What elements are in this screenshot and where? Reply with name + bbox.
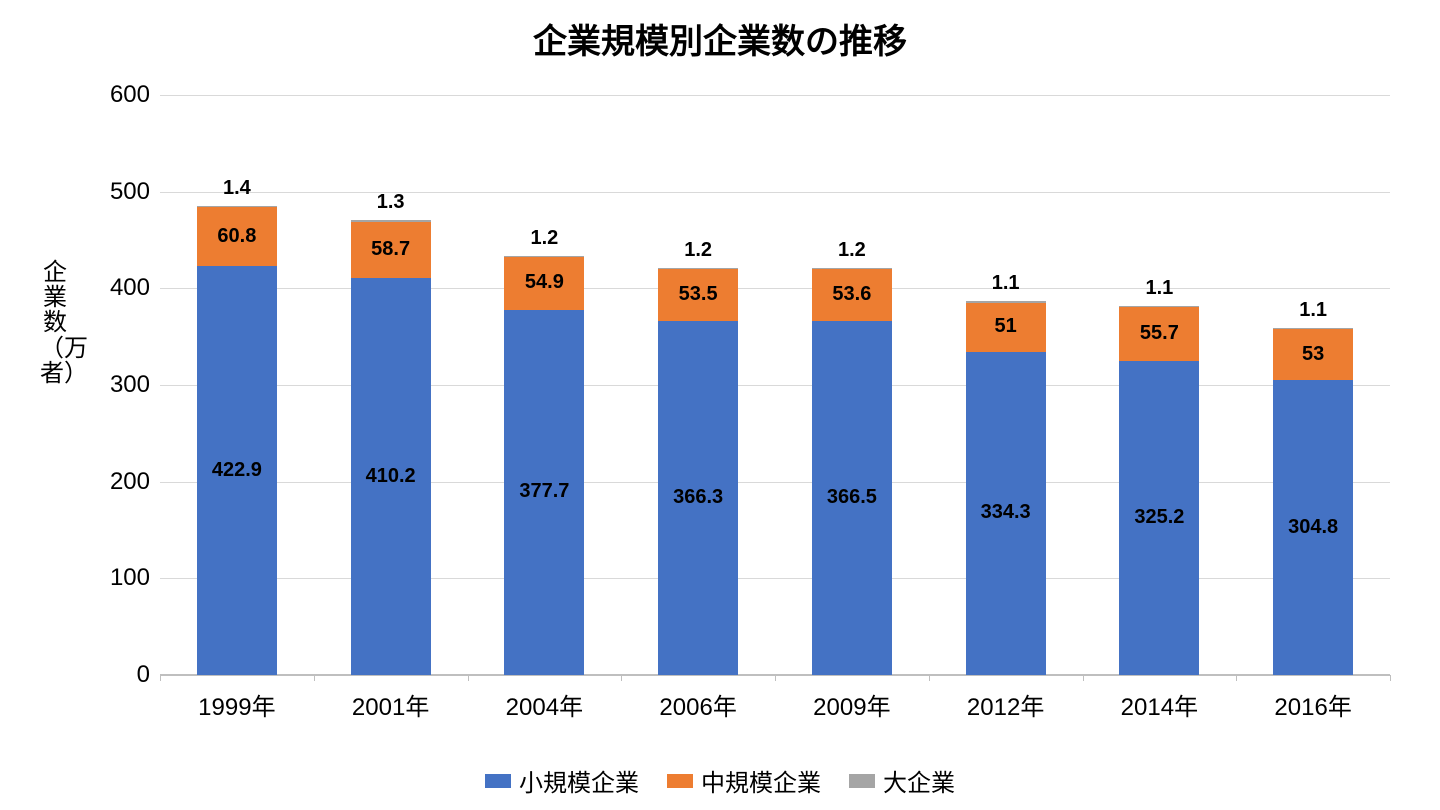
legend-item: 小規模企業 <box>485 763 639 798</box>
x-tick-label: 2012年 <box>967 687 1044 722</box>
data-label: 1.1 <box>992 272 1020 295</box>
bar-segment <box>197 206 277 207</box>
x-tick <box>1236 675 1237 681</box>
bar-segment <box>658 268 738 269</box>
x-tick-label: 2006年 <box>659 687 736 722</box>
data-label: 1.1 <box>1299 299 1327 322</box>
x-tick-label: 1999年 <box>198 687 275 722</box>
data-label: 53.6 <box>832 283 871 306</box>
data-label: 1.1 <box>1145 277 1173 300</box>
bar-stack: 377.754.91.2 <box>504 256 584 675</box>
data-label: 51 <box>994 315 1016 338</box>
legend-label: 小規模企業 <box>519 763 639 798</box>
data-label: 334.3 <box>981 501 1031 524</box>
data-label: 58.7 <box>371 238 410 261</box>
x-tick-label: 2001年 <box>352 687 429 722</box>
x-tick <box>160 675 161 681</box>
bar-segment <box>504 256 584 257</box>
bar-segment <box>966 301 1046 302</box>
data-label: 1.2 <box>838 239 866 262</box>
x-tick <box>1390 675 1391 681</box>
y-axis-title: 企業数（万者） <box>40 260 70 386</box>
bar-stack: 304.8531.1 <box>1273 328 1353 675</box>
bar-segment <box>1119 306 1199 307</box>
y-tick-label: 400 <box>90 274 150 302</box>
bar-stack: 366.553.61.2 <box>812 268 892 675</box>
data-label: 55.7 <box>1140 322 1179 345</box>
x-tick <box>468 675 469 681</box>
chart-container: 企業規模別企業数の推移 企業数（万者） 0100200300400500600 … <box>0 0 1440 810</box>
data-label: 1.2 <box>530 227 558 250</box>
bar-stack: 366.353.51.2 <box>658 268 738 675</box>
legend-swatch <box>667 774 693 788</box>
x-tick-label: 2014年 <box>1121 687 1198 722</box>
bar-segment <box>812 268 892 269</box>
data-label: 366.3 <box>673 486 723 509</box>
data-label: 325.2 <box>1134 506 1184 529</box>
bar-stack: 334.3511.1 <box>966 301 1046 675</box>
x-tick <box>621 675 622 681</box>
data-label: 304.8 <box>1288 516 1338 539</box>
x-tick-label: 2016年 <box>1274 687 1351 722</box>
y-tick-label: 0 <box>90 661 150 689</box>
bar-stack: 422.960.81.4 <box>197 206 277 675</box>
bar-segment <box>351 220 431 221</box>
y-tick-label: 100 <box>90 564 150 592</box>
x-tick <box>314 675 315 681</box>
plot-area: 422.9 60.8 1.4 410.2 58.7 1.3 377.7 54.9 1.2 366.… <box>160 95 1390 675</box>
data-label: 377.7 <box>519 480 569 503</box>
data-label: 54.9 <box>525 271 564 294</box>
data-label: 410.2 <box>366 465 416 488</box>
chart-title: 企業規模別企業数の推移 <box>0 14 1440 63</box>
legend-swatch <box>485 774 511 788</box>
data-label: 422.9 <box>212 459 262 482</box>
y-tick-label: 300 <box>90 371 150 399</box>
data-label: 1.3 <box>377 191 405 214</box>
legend-label: 大企業 <box>883 763 955 798</box>
data-label: 53.5 <box>679 283 718 306</box>
legend-swatch <box>849 774 875 788</box>
legend: 小規模企業 中規模企業 大企業 <box>0 763 1440 798</box>
data-label: 60.8 <box>217 225 256 248</box>
bar-segment <box>1273 328 1353 329</box>
bar-stack: 325.255.71.1 <box>1119 306 1199 675</box>
data-label: 1.4 <box>223 177 251 200</box>
x-tick-label: 2009年 <box>813 687 890 722</box>
data-label: 366.5 <box>827 486 877 509</box>
y-tick-label: 500 <box>90 178 150 206</box>
x-tick <box>775 675 776 681</box>
data-label: 1.2 <box>684 239 712 262</box>
x-tick <box>1083 675 1084 681</box>
legend-item: 大企業 <box>849 763 955 798</box>
legend-item: 中規模企業 <box>667 763 821 798</box>
x-tick <box>929 675 930 681</box>
bar-stack: 410.258.71.3 <box>351 220 431 675</box>
y-tick-label: 200 <box>90 468 150 496</box>
y-tick-label: 600 <box>90 81 150 109</box>
x-tick-label: 2004年 <box>506 687 583 722</box>
legend-label: 中規模企業 <box>701 763 821 798</box>
data-label: 53 <box>1302 343 1324 366</box>
